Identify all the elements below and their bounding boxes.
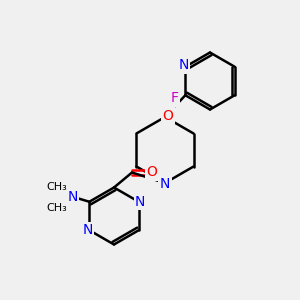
Text: O: O [163, 109, 173, 122]
Text: N: N [68, 190, 78, 204]
Text: N: N [82, 223, 93, 237]
Text: N: N [135, 195, 146, 209]
Text: N: N [178, 58, 189, 72]
Text: CH₃: CH₃ [46, 203, 67, 213]
Text: F: F [171, 91, 179, 105]
Text: N: N [160, 178, 170, 191]
Text: O: O [146, 166, 157, 179]
Text: CH₃: CH₃ [46, 182, 67, 192]
